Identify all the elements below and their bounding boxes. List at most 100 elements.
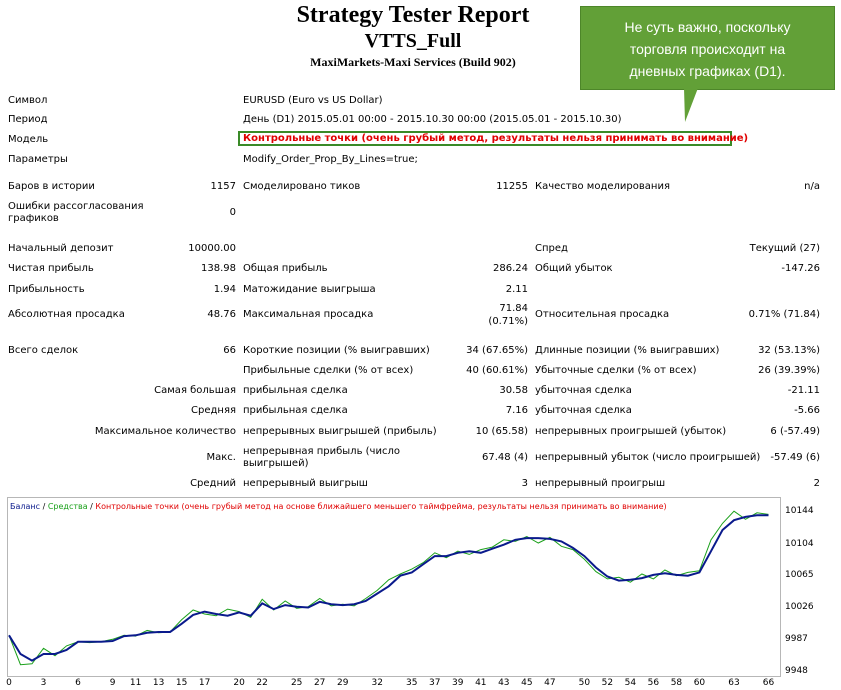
max-consec-loss-label: непрерывный убыток (число проигрышей) xyxy=(535,452,761,463)
model-label: Модель xyxy=(8,134,49,145)
report-title: Strategy Tester Report xyxy=(296,2,530,28)
short-positions-label: Короткие позиции (% выигравших) xyxy=(243,345,430,356)
expert-name: VTTS_Full xyxy=(364,30,462,52)
max-drawdown-percent: (0.71%) xyxy=(488,316,528,327)
x-tick-label: 22 xyxy=(256,678,268,688)
largest-profit-value: 30.58 xyxy=(499,385,528,396)
x-tick-label: 60 xyxy=(693,678,706,688)
y-tick-label: 9987 xyxy=(785,634,808,645)
y-tick-label: 10144 xyxy=(785,506,814,516)
model-value: Контрольные точки (очень грубый метод, р… xyxy=(243,133,749,144)
average-profit-label: прибыльная сделка xyxy=(243,405,348,416)
x-tick-label: 66 xyxy=(762,678,775,688)
spread-value: Текущий (27) xyxy=(749,243,820,254)
bars-label: Баров в истории xyxy=(8,181,95,192)
net-profit-label: Чистая прибыль xyxy=(8,263,94,274)
legend-sep-2: / xyxy=(87,502,96,511)
quality-value: n/a xyxy=(804,181,820,192)
ticks-value: 11255 xyxy=(496,181,528,192)
gross-loss-value: -147.26 xyxy=(781,263,820,274)
x-tick-label: 29 xyxy=(336,678,349,688)
max-consec-losses-value: 6 (-57.49) xyxy=(770,426,820,437)
payoff-label: Матожидание выигрыша xyxy=(243,284,376,295)
largest-profit-label: прибыльная сделка xyxy=(243,385,348,396)
largest-label: Самая большая xyxy=(154,385,236,396)
y-tick-label: 9948 xyxy=(785,666,808,676)
period-value: День (D1) 2015.05.01 00:00 - 2015.10.30 … xyxy=(243,114,622,125)
rel-drawdown-label: Относительная просадка xyxy=(535,309,670,320)
x-tick-label: 45 xyxy=(521,678,533,688)
errors-label-1: Ошибки рассогласования xyxy=(8,201,144,212)
spread-label: Спред xyxy=(535,243,568,254)
errors-label-2: графиков xyxy=(8,213,59,224)
legend-sep-1: / xyxy=(40,502,48,511)
errors-value: 0 xyxy=(229,207,236,218)
avg-consec-win-value: 3 xyxy=(521,478,528,489)
quality-label: Качество моделирования xyxy=(535,181,670,192)
x-tick-label: 25 xyxy=(290,678,303,688)
rel-drawdown-value: 0.71% (71.84) xyxy=(748,309,820,320)
callout-pointer-icon xyxy=(684,88,698,122)
max-drawdown-value: 71.84 xyxy=(499,303,528,314)
max-consec-wins-value: 10 (65.58) xyxy=(475,426,528,437)
avg-consec-label: Средний xyxy=(190,478,236,489)
max-consec-losses-label: непрерывных проигрышей (убыток) xyxy=(535,426,727,437)
gross-profit-label: Общая прибыль xyxy=(243,263,328,274)
x-tick-label: 50 xyxy=(578,678,591,688)
x-tick-label: 63 xyxy=(728,678,740,688)
largest-loss-label: убыточная сделка xyxy=(535,385,632,396)
ticks-label: Смоделировано тиков xyxy=(243,181,361,192)
x-tick-label: 43 xyxy=(498,678,510,688)
model-highlight-box xyxy=(238,131,732,146)
x-tick-label: 0 xyxy=(6,678,12,688)
callout-line-3: дневных графиках (D1). xyxy=(629,63,786,79)
bars-value: 1157 xyxy=(210,181,236,192)
x-tick-label: 13 xyxy=(152,678,165,688)
equity-line xyxy=(8,510,769,666)
callout-line-1: Не суть важно, поскольку xyxy=(624,19,791,35)
profit-factor-value: 1.94 xyxy=(213,284,236,295)
chart-legend: Баланс / Средства / Контрольные точки (о… xyxy=(10,502,667,511)
x-tick-label: 54 xyxy=(624,678,637,688)
max-consec-wins-label: непрерывных выигрышей (прибыль) xyxy=(243,426,437,437)
x-tick-label: 52 xyxy=(601,678,614,688)
profit-trades-label: Прибыльные сделки (% от всех) xyxy=(243,365,414,376)
params-value: Modify_Order_Prop_By_Lines=true; xyxy=(243,154,418,165)
params-label: Параметры xyxy=(8,154,68,165)
loss-trades-value: 26 (39.39%) xyxy=(758,365,820,376)
x-tick-label: 58 xyxy=(670,678,683,688)
x-tick-label: 39 xyxy=(452,678,464,688)
average-loss-label: убыточная сделка xyxy=(535,405,632,416)
symbol-value: EURUSD (Euro vs US Dollar) xyxy=(243,95,383,106)
max-consec-profit-label-1: непрерывная прибыль (число xyxy=(243,446,400,457)
legend-balance: Баланс xyxy=(10,502,41,511)
x-tick-label: 35 xyxy=(406,678,418,688)
broker-name: MaxiMarkets-Maxi Services (Build 902) xyxy=(310,55,516,69)
x-tick-label: 32 xyxy=(371,678,383,688)
abs-drawdown-label: Абсолютная просадка xyxy=(8,309,125,320)
avg-consec-win-label: непрерывный выигрыш xyxy=(243,478,368,489)
x-tick-label: 47 xyxy=(544,678,556,688)
legend-model: Контрольные точки (очень грубый метод на… xyxy=(95,502,667,511)
period-label: Период xyxy=(8,114,48,125)
callout-line-2: торговля происходит на xyxy=(629,41,786,57)
x-tick-label: 15 xyxy=(175,678,188,688)
x-tick-label: 20 xyxy=(233,678,245,688)
deposit-label: Начальный депозит xyxy=(8,243,114,254)
net-profit-value: 138.98 xyxy=(201,263,236,274)
y-tick-label: 10065 xyxy=(785,570,814,581)
balance-chart xyxy=(7,497,781,677)
x-tick-label: 37 xyxy=(429,678,441,688)
balance-line xyxy=(8,514,769,662)
gross-profit-value: 286.24 xyxy=(493,263,528,274)
y-tick-label: 10026 xyxy=(785,602,814,613)
abs-drawdown-value: 48.76 xyxy=(207,309,236,320)
max-label: Макс. xyxy=(206,452,236,463)
x-tick-label: 9 xyxy=(109,678,116,688)
profit-factor-label: Прибыльность xyxy=(8,284,85,295)
max-consec-profit-label-2: выигрышей) xyxy=(243,458,309,469)
max-count-label: Максимальное количество xyxy=(94,426,236,437)
payoff-value: 2.11 xyxy=(505,284,528,295)
max-drawdown-label: Максимальная просадка xyxy=(243,309,374,320)
